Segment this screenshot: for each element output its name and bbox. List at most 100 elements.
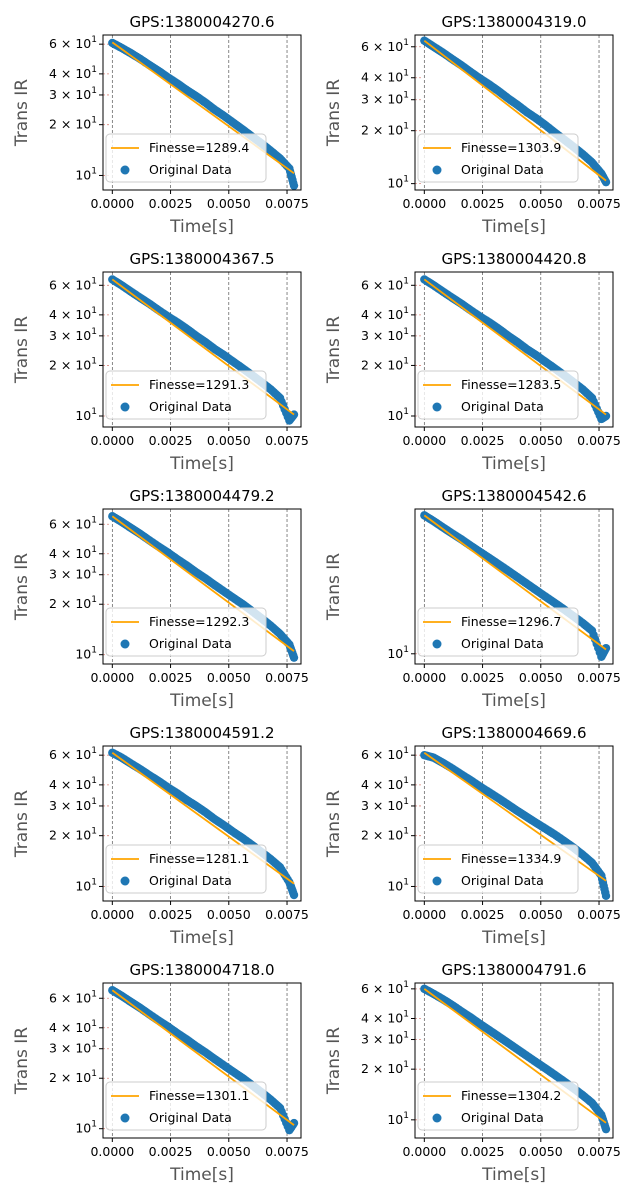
y-tick-label: 4 × 101 — [361, 1009, 409, 1025]
y-tick-label: 2 × 101 — [361, 356, 409, 372]
x-tick-label: 0.0075 — [265, 1144, 309, 1159]
legend-fit-label: Finesse=1301.1 — [149, 1088, 249, 1103]
x-tick-label: 0.0025 — [149, 433, 193, 448]
legend-data-swatch — [432, 639, 442, 649]
y-tick-label: 101 — [75, 407, 97, 423]
x-axis-label: Time[s] — [169, 217, 234, 237]
legend-data-label: Original Data — [149, 1110, 232, 1125]
data-point — [601, 891, 611, 901]
legend-box — [417, 1081, 579, 1131]
y-tick-label: 6 × 101 — [49, 989, 97, 1005]
legend-fit-label: Finesse=1289.4 — [149, 140, 249, 155]
y-axis-label: Trans IR — [324, 790, 344, 858]
y-tick-label: 4 × 101 — [49, 776, 97, 792]
legend: Finesse=1296.7 Original Data — [417, 607, 579, 657]
axes-frame — [102, 982, 302, 1139]
y-tick-label: 2 × 101 — [361, 1060, 409, 1076]
y-axis-label: Trans IR — [324, 316, 344, 384]
subplot: GPS:1380004718.0 0.0000 0.0025 0.0050 0.0075… — [12, 961, 309, 1185]
x-axis-label: Time[s] — [169, 928, 234, 948]
legend-data-swatch — [432, 165, 442, 175]
y-tick-label: 4 × 101 — [49, 545, 97, 561]
y-tick-label: 101 — [387, 175, 409, 191]
y-tick-label: 3 × 101 — [49, 327, 97, 343]
x-tick-label: 0.0000 — [90, 670, 134, 685]
legend-data-swatch — [120, 1113, 130, 1123]
y-axis-label: Trans IR — [324, 79, 344, 147]
legend-fit-label: Finesse=1291.3 — [149, 377, 249, 392]
legend-data-label: Original Data — [461, 636, 544, 651]
y-tick-label: 2 × 101 — [49, 116, 97, 132]
y-tick-label: 3 × 101 — [49, 797, 97, 813]
x-tick-label: 0.0000 — [402, 670, 446, 685]
y-axis-label: Trans IR — [12, 790, 32, 858]
axes-frame — [102, 34, 302, 191]
legend-data-label: Original Data — [149, 162, 232, 177]
x-tick-label: 0.0075 — [265, 670, 309, 685]
y-tick-label: 101 — [75, 646, 97, 662]
x-axis-label: Time[s] — [481, 454, 546, 474]
x-tick-label: 0.0075 — [265, 196, 309, 211]
axes-frame — [102, 271, 302, 428]
y-tick-label: 4 × 101 — [361, 69, 409, 85]
subplot: GPS:1380004367.5 0.0000 0.0025 0.0050 0.0075… — [12, 250, 309, 474]
y-tick-label: 4 × 101 — [49, 1019, 97, 1035]
legend-fit-label: Finesse=1303.9 — [461, 140, 561, 155]
x-tick-label: 0.0075 — [577, 907, 621, 922]
x-axis-label: Time[s] — [481, 691, 546, 711]
y-tick-label: 3 × 101 — [361, 1031, 409, 1047]
x-tick-label: 0.0000 — [90, 1144, 134, 1159]
chart-title: GPS:1380004669.6 — [442, 724, 587, 742]
legend: Finesse=1301.1 Original Data — [105, 1081, 267, 1131]
y-tick-label: 6 × 101 — [361, 980, 409, 996]
legend-data-label: Original Data — [461, 399, 544, 414]
chart-title: GPS:1380004319.0 — [442, 13, 587, 31]
y-tick-label: 2 × 101 — [49, 595, 97, 611]
legend-fit-label: Finesse=1296.7 — [461, 614, 561, 629]
subplot: GPS:1380004420.8 0.0000 0.0025 0.0050 0.0075… — [324, 250, 621, 474]
y-tick-label: 101 — [387, 407, 409, 423]
chart-title: GPS:1380004542.6 — [442, 487, 587, 505]
y-tick-label: 2 × 101 — [361, 122, 409, 138]
chart-title: GPS:1380004791.6 — [442, 961, 587, 979]
legend-box — [105, 370, 267, 420]
x-tick-label: 0.0050 — [207, 670, 251, 685]
subplot: GPS:1380004542.6 0.0000 0.0025 0.0050 0.0075… — [324, 487, 621, 711]
y-axis-label: Trans IR — [12, 79, 32, 147]
y-tick-label: 3 × 101 — [361, 327, 409, 343]
y-tick-label: 101 — [75, 877, 97, 893]
legend-data-label: Original Data — [149, 399, 232, 414]
data-point — [289, 181, 299, 190]
y-tick-label: 4 × 101 — [49, 306, 97, 322]
legend: Finesse=1303.9 Original Data — [417, 133, 579, 183]
y-tick-label: 101 — [387, 645, 409, 661]
y-axis-label: Trans IR — [12, 553, 32, 621]
x-tick-label: 0.0025 — [461, 670, 505, 685]
x-tick-label: 0.0075 — [577, 1144, 621, 1159]
y-tick-label: 6 × 101 — [361, 746, 409, 762]
subplot: GPS:1380004791.6 0.0000 0.0025 0.0050 0.0075… — [324, 961, 621, 1185]
axes-frame — [102, 508, 302, 665]
x-tick-label: 0.0025 — [461, 1144, 505, 1159]
y-tick-label: 101 — [75, 1120, 97, 1136]
y-tick-label: 2 × 101 — [49, 827, 97, 843]
data-point — [289, 890, 299, 900]
x-tick-label: 0.0025 — [149, 670, 193, 685]
x-tick-label: 0.0000 — [402, 433, 446, 448]
legend: Finesse=1291.3 Original Data — [105, 370, 267, 420]
y-tick-label: 4 × 101 — [49, 65, 97, 81]
data-point — [601, 1124, 611, 1134]
x-tick-label: 0.0025 — [149, 907, 193, 922]
x-axis-label: Time[s] — [169, 454, 234, 474]
x-tick-label: 0.0025 — [461, 196, 505, 211]
chart-title: GPS:1380004591.2 — [130, 724, 275, 742]
legend-fit-label: Finesse=1292.3 — [149, 614, 249, 629]
legend-box — [105, 1081, 267, 1131]
legend-data-swatch — [120, 876, 130, 886]
y-axis-label: Trans IR — [324, 553, 344, 621]
x-tick-label: 0.0050 — [519, 1144, 563, 1159]
y-tick-label: 3 × 101 — [49, 566, 97, 582]
chart-title: GPS:1380004420.8 — [442, 250, 587, 268]
x-tick-label: 0.0050 — [207, 1144, 251, 1159]
